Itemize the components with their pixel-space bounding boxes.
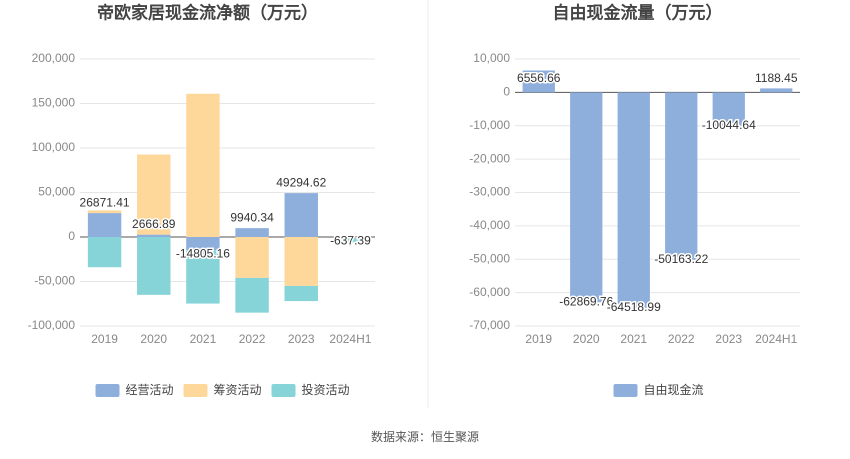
bar: [137, 234, 171, 237]
source: 数据来源：恒生聚源: [371, 429, 479, 444]
legend-swatch: [95, 384, 120, 397]
x-tick-label: 2022: [668, 332, 695, 346]
bar: [284, 285, 318, 302]
bar: [87, 213, 122, 237]
value-label: 6556.66: [517, 71, 561, 85]
bar: [137, 237, 171, 295]
bar: [235, 237, 269, 278]
value-label: 26871.41: [80, 195, 130, 209]
x-tick-label: 2019: [525, 332, 552, 346]
value-label: -637.39: [330, 234, 371, 248]
x-tick-label: 2019: [91, 332, 118, 346]
bar: [186, 93, 220, 238]
chart-title: 帝欧家居现金流净额（万元）: [97, 2, 318, 22]
bar: [186, 237, 220, 251]
x-tick-label: 2022: [239, 332, 266, 346]
legend-label: 投资活动: [302, 382, 350, 397]
bar: [333, 237, 368, 238]
value-label: 49294.62: [276, 175, 326, 189]
y-tick-label: 10,000: [473, 51, 510, 65]
value-label: -10044.64: [702, 118, 756, 132]
legend-label: 自由现金流: [644, 382, 704, 397]
legend-swatch: [271, 384, 296, 397]
bar: [570, 92, 603, 303]
y-tick-label: 0: [68, 229, 75, 243]
bar: [87, 210, 122, 214]
bar: [235, 228, 269, 237]
bar: [235, 277, 269, 313]
x-tick-label: 2023: [715, 332, 742, 346]
bar: [186, 250, 220, 304]
legend-swatch: [183, 384, 208, 397]
bar: [284, 237, 318, 286]
bar: [712, 92, 745, 126]
y-tick-label: -50,000: [34, 274, 75, 288]
y-tick-label: -100,000: [28, 318, 76, 332]
legend-swatch: [613, 384, 638, 397]
x-tick-label: 2020: [573, 332, 600, 346]
bar: [137, 154, 171, 235]
y-tick-label: -60,000: [469, 285, 510, 299]
value-label: -50163.22: [654, 252, 708, 266]
x-tick-label: 2023: [288, 332, 315, 346]
value-label: 1188.45: [755, 71, 798, 85]
bar: [522, 70, 555, 93]
x-tick-label: 2021: [620, 332, 647, 346]
value-label: -64518.99: [607, 300, 661, 314]
x-tick-label: 2020: [140, 332, 167, 346]
x-tick-label: 2024H1: [329, 332, 371, 346]
value-label: -14805.16: [176, 246, 230, 260]
y-tick-label: 100,000: [32, 140, 76, 154]
bar: [760, 88, 793, 93]
y-tick-label: 0: [503, 85, 510, 99]
bar: [665, 92, 698, 260]
y-tick-label: 150,000: [32, 96, 76, 110]
bar: [617, 92, 650, 308]
y-tick-label: -40,000: [469, 218, 510, 232]
value-label: 9940.34: [230, 210, 274, 224]
value-label: -62869.76: [559, 294, 613, 308]
legend-label: 筹资活动: [214, 383, 262, 397]
x-tick-label: 2021: [190, 332, 217, 346]
y-tick-label: -20,000: [469, 151, 510, 165]
y-tick-label: -50,000: [469, 251, 510, 265]
bar: [87, 237, 122, 268]
legend-label: 经营活动: [126, 383, 174, 397]
value-label: 2666.89: [132, 217, 176, 231]
bar: [333, 238, 368, 243]
x-tick-label: 2024H1: [755, 332, 797, 346]
bar: [284, 193, 318, 237]
y-tick-label: 50,000: [38, 185, 75, 199]
y-tick-label: -10,000: [469, 118, 510, 132]
y-tick-label: -30,000: [469, 185, 510, 199]
y-tick-label: -70,000: [469, 318, 510, 332]
chart-title: 自由现金流量（万元）: [553, 2, 723, 22]
y-tick-label: 200,000: [32, 51, 76, 65]
